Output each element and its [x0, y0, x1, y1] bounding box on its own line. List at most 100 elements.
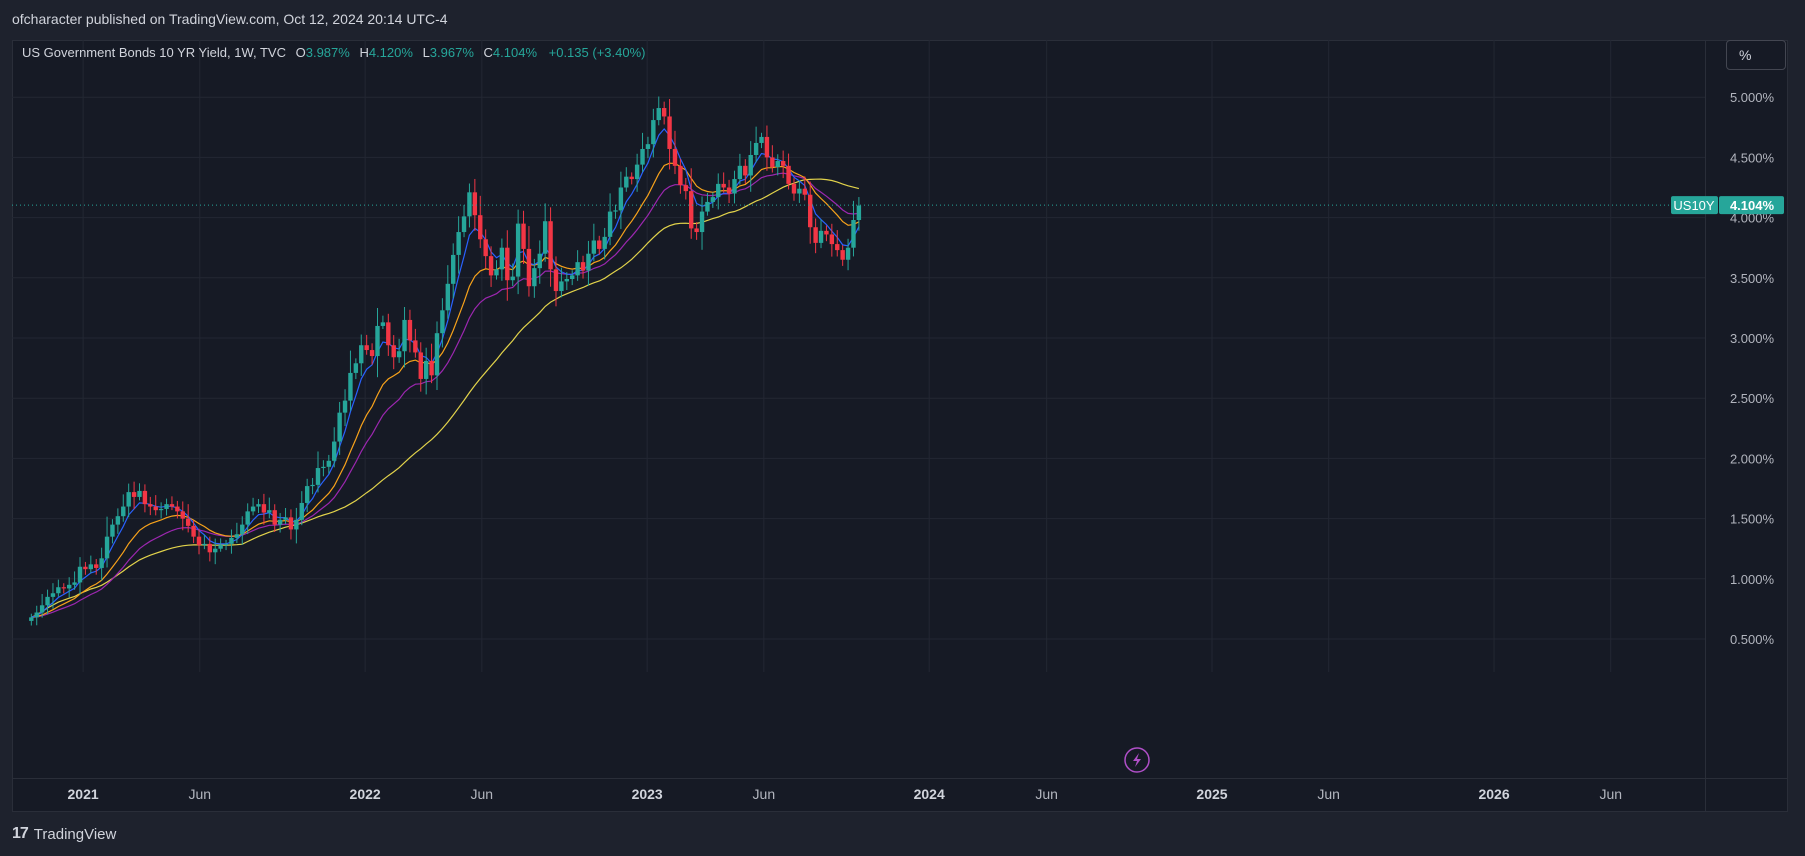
- candle-down: [94, 564, 99, 568]
- candle-down: [580, 262, 586, 271]
- candle-up: [759, 136, 764, 143]
- legend-change: +0.135 (+3.40%): [548, 45, 646, 60]
- moving-average-line: [31, 127, 860, 618]
- lightning-icon: [1133, 753, 1141, 767]
- candle-up: [39, 605, 45, 613]
- candle-down: [661, 108, 667, 117]
- candle-up: [115, 516, 121, 525]
- y-tick-label: 2.000%: [1730, 451, 1775, 466]
- y-tick-label: 1.000%: [1730, 572, 1775, 587]
- candle-up: [856, 205, 862, 221]
- candle-down: [505, 247, 510, 281]
- candle-up: [710, 197, 716, 202]
- y-tick-label: 3.000%: [1730, 331, 1775, 346]
- x-tick-label: Jun: [471, 786, 494, 802]
- candle-up: [375, 325, 380, 357]
- y-tick-label: 1.500%: [1730, 512, 1775, 527]
- legend-symbol: US Government Bonds 10 YR Yield, 1W, TVC: [22, 45, 286, 60]
- candle-up: [229, 537, 234, 544]
- candle-up: [456, 232, 461, 255]
- candle-up: [461, 216, 467, 233]
- candle-up: [66, 584, 72, 589]
- candle-up: [402, 319, 407, 352]
- candle-down: [142, 490, 148, 505]
- candle-up: [50, 593, 56, 597]
- candle-up: [645, 144, 651, 149]
- candle-down: [829, 234, 835, 245]
- y-tick-label: 4.500%: [1730, 150, 1775, 165]
- candle-up: [624, 176, 629, 188]
- legend-high: 4.120%: [368, 45, 413, 60]
- candle-up: [332, 441, 337, 461]
- moving-average-line: [31, 172, 859, 618]
- candle-up: [337, 412, 342, 442]
- candle-up: [310, 484, 315, 487]
- x-tick-label: Jun: [1599, 786, 1622, 802]
- chart-pane[interactable]: [12, 40, 1788, 812]
- candle-down: [694, 228, 699, 233]
- x-tick-label: 2025: [1196, 786, 1227, 802]
- candle-up: [705, 201, 710, 212]
- candle-up: [396, 351, 402, 358]
- candle-down: [764, 136, 770, 158]
- candle-up: [699, 211, 705, 233]
- percent-scale-button[interactable]: %: [1726, 40, 1786, 70]
- candle-up: [753, 142, 759, 155]
- candle-up: [359, 345, 364, 364]
- candle-down: [802, 188, 807, 195]
- legend-low: 3.967%: [429, 45, 474, 60]
- x-tick-label: 2024: [914, 786, 945, 802]
- candle-down: [272, 510, 277, 525]
- event-marker-icon[interactable]: [1124, 747, 1150, 773]
- candle-down: [770, 157, 775, 168]
- y-tick-label: 0.500%: [1730, 632, 1775, 647]
- candle-up: [591, 240, 597, 254]
- candle-down: [61, 587, 66, 589]
- candle-down: [808, 194, 813, 228]
- candle-up: [29, 617, 34, 621]
- candle-down: [288, 517, 294, 530]
- candle-down: [169, 504, 175, 507]
- x-tick-label: 2023: [632, 786, 663, 802]
- candle-up: [575, 262, 580, 276]
- candle-up: [283, 517, 288, 520]
- x-tick-label: 2022: [350, 786, 381, 802]
- candle-down: [407, 319, 413, 341]
- y-tick-label: 2.500%: [1730, 391, 1775, 406]
- series-legend[interactable]: US Government Bonds 10 YR Yield, 1W, TVC…: [22, 45, 645, 60]
- candle-up: [34, 612, 39, 618]
- candle-up: [434, 333, 440, 376]
- candle-down: [780, 161, 786, 166]
- candle-up: [240, 524, 245, 535]
- candle-down: [261, 504, 267, 513]
- legend-close-label: C: [483, 45, 493, 60]
- candle-down: [672, 148, 678, 166]
- y-tick-label: 4.000%: [1730, 211, 1775, 226]
- candle-down: [840, 250, 845, 260]
- candle-up: [797, 188, 802, 194]
- candle-up: [445, 283, 451, 311]
- candle-up: [126, 492, 131, 507]
- candle-up: [56, 587, 61, 594]
- candle-up: [634, 164, 640, 180]
- moving-average-line: [31, 178, 860, 618]
- candle-up: [845, 247, 851, 260]
- candle-down: [689, 191, 694, 229]
- candle-up: [570, 275, 575, 280]
- candle-up: [164, 504, 169, 509]
- candle-up: [748, 154, 753, 176]
- tradingview-logo[interactable]: 17 TradingView: [12, 825, 116, 843]
- candle-up: [640, 148, 645, 165]
- candle-up: [326, 460, 332, 467]
- candle-down: [472, 192, 478, 216]
- candle-up: [818, 230, 824, 243]
- candle-up: [515, 223, 521, 277]
- candle-up: [607, 211, 613, 237]
- candle-up: [651, 120, 656, 145]
- candle-down: [791, 183, 797, 194]
- candle-down: [483, 239, 488, 257]
- ticker-tag-bg: [1671, 196, 1718, 215]
- candle-up: [618, 187, 624, 211]
- legend-open: 3.987%: [305, 45, 350, 60]
